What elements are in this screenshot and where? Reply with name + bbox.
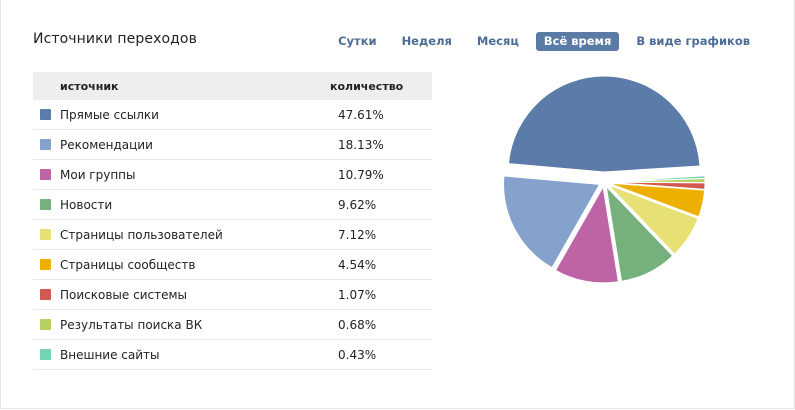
sources-table: источник количество Прямые ссылки 47.61% Р… [33,72,432,370]
table-row: Прямые ссылки 47.61% [33,100,432,130]
table-row: Результаты поиска ВК 0.68% [33,310,432,340]
pie-slice[interactable] [608,182,706,218]
source-percentage: 0.43% [338,347,377,362]
source-name: Страницы пользователей [60,227,223,242]
table-row: Страницы сообществ 4.54% [33,250,432,280]
tab-as-graphs[interactable]: В виде графиков [636,34,750,48]
table-row: Страницы пользователей 7.12% [33,220,432,250]
legend-swatch [40,289,51,300]
table-row: Мои группы 10.79% [33,160,432,190]
source-percentage: 4.54% [338,257,377,272]
legend-swatch [40,319,51,330]
legend-swatch [40,169,51,180]
legend-swatch [40,139,51,150]
tab-week[interactable]: Неделя [401,34,452,48]
source-name: Новости [60,197,113,212]
source-name: Поисковые системы [60,287,187,302]
column-header-source: источник [60,79,119,93]
period-tabs: Сутки Неделя Месяц Всё время В виде граф… [321,32,758,51]
pie-slice[interactable] [608,175,706,183]
legend-swatch [40,229,51,240]
table-row: Внешние сайты 0.43% [33,340,432,370]
table-row: Рекомендации 18.13% [33,130,432,160]
legend-swatch [40,109,51,120]
source-percentage: 9.62% [338,197,377,212]
table-row: Новости 9.62% [33,190,432,220]
tab-month[interactable]: Месяц [476,34,519,48]
source-name: Внешние сайты [60,347,160,362]
source-percentage: 1.07% [338,287,377,302]
legend-swatch [40,199,51,210]
source-name: Прямые ссылки [60,107,159,122]
source-percentage: 18.13% [338,137,384,152]
pie-slice[interactable] [554,185,619,284]
source-percentage: 7.12% [338,227,377,242]
pie-slice[interactable] [503,175,601,269]
table-row: Поисковые системы 1.07% [33,280,432,310]
source-name: Мои группы [60,167,136,182]
tab-all-time[interactable]: Всё время [535,32,620,51]
pie-slice[interactable] [507,75,701,173]
source-name: Рекомендации [60,137,153,152]
table-header: источник количество [33,72,432,100]
source-percentage: 0.68% [338,317,377,332]
tab-day[interactable]: Сутки [338,34,377,48]
source-percentage: 47.61% [338,107,384,122]
pie-chart [503,75,706,284]
source-name: Страницы сообществ [60,257,196,272]
source-percentage: 10.79% [338,167,384,182]
pie-slice[interactable] [607,184,699,255]
legend-swatch [40,259,51,270]
column-header-count: количество [330,79,404,93]
panel-title: Источники переходов [33,31,197,47]
table-body: Прямые ссылки 47.61% Рекомендации 18.13% Мои… [33,100,432,370]
source-name: Результаты поиска ВК [60,317,203,332]
pie-slice[interactable] [605,184,674,282]
legend-swatch [40,349,51,360]
